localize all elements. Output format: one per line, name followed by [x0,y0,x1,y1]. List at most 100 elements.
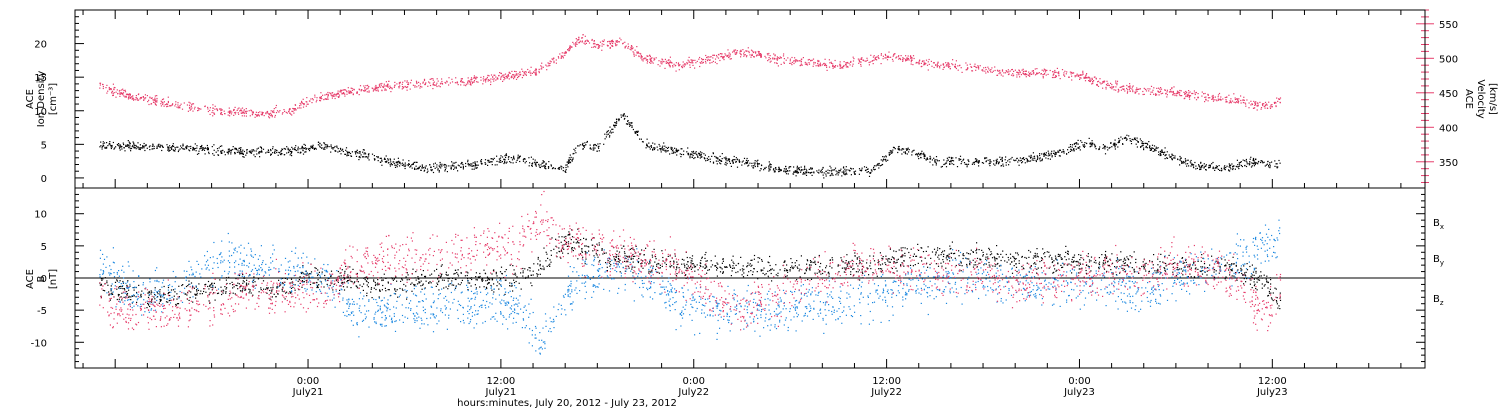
density-point [796,167,798,169]
velocity-point [251,111,253,113]
density-point [513,158,515,160]
velocity-point [147,101,149,103]
density-point [334,145,336,148]
velocity-point [535,68,537,70]
density-point [854,170,857,172]
density-point [751,165,753,167]
field-point-bx [425,280,427,282]
velocity-point [712,54,714,56]
velocity-point [1252,107,1255,109]
velocity-point [270,115,272,117]
velocity-point [470,80,472,82]
field-point-bx [777,275,779,277]
density-point [949,161,951,163]
density-point [531,165,533,167]
density-point [1002,163,1004,165]
density-point [253,150,255,152]
density-point [745,159,748,161]
density-point [426,171,428,174]
velocity-point [139,97,142,99]
density-point [667,146,670,148]
velocity-point [603,43,605,46]
density-point [974,161,977,163]
density-point [1074,142,1076,144]
density-point [1108,147,1110,149]
density-point [234,151,236,154]
density-point [675,148,677,150]
velocity-point [565,52,567,54]
velocity-point [306,103,308,105]
velocity-point [228,107,230,109]
velocity-point [1260,108,1262,110]
field-point-bx [1257,279,1259,281]
velocity-point [410,79,412,81]
density-point [1079,149,1081,151]
density-point [712,161,715,163]
density-point [1269,165,1271,167]
velocity-point [119,89,121,92]
density-point [1118,140,1120,142]
density-point [933,157,935,159]
velocity-point [237,112,239,114]
velocity-point [1080,77,1082,79]
density-point [567,161,569,163]
density-point [610,130,612,132]
density-point [446,171,448,173]
velocity-point [769,61,771,63]
velocity-point [1032,73,1034,75]
density-point [309,148,311,150]
field-point-bx [177,303,180,305]
density-point [681,148,683,150]
velocity-point [338,96,340,98]
velocity-point [702,62,704,64]
velocity-point [841,67,843,69]
density-point [524,162,526,164]
velocity-point [338,94,341,96]
density-point [396,162,399,164]
density-point [905,148,907,150]
density-point [1062,149,1064,151]
field-point-bx [901,250,903,252]
velocity-point [1273,101,1275,104]
density-point [421,164,423,166]
density-point [490,158,492,160]
velocity-point [612,45,614,47]
velocity-point [1123,85,1125,87]
field-point-bx [385,290,387,292]
density-point [156,147,158,149]
velocity-point [432,78,434,80]
density-point [1005,164,1007,166]
density-point [873,165,876,167]
density-point [1163,152,1165,154]
velocity-point [1089,80,1091,83]
velocity-point [112,94,114,97]
density-point [377,156,379,158]
velocity-point [987,71,989,73]
density-point [517,156,519,158]
density-point [1146,147,1148,149]
density-point [853,172,855,174]
velocity-point [512,74,514,76]
velocity-point [562,55,564,57]
density-point [890,150,892,152]
velocity-point [862,59,864,61]
density-point [1153,145,1156,147]
density-point [705,160,707,162]
density-point [615,122,617,124]
density-point [206,144,208,147]
velocity-point [722,56,724,58]
velocity-point [756,54,759,56]
density-point [805,168,807,170]
density-point [395,162,397,164]
velocity-point [903,58,905,60]
velocity-point [574,44,576,46]
velocity-point [601,45,603,47]
velocity-point [1004,72,1007,74]
velocity-point [985,72,987,74]
density-point [437,169,439,171]
density-point [891,152,893,154]
velocity-point [128,93,130,96]
velocity-point [1184,97,1186,99]
velocity-point [1007,69,1009,71]
density-point [167,149,169,151]
